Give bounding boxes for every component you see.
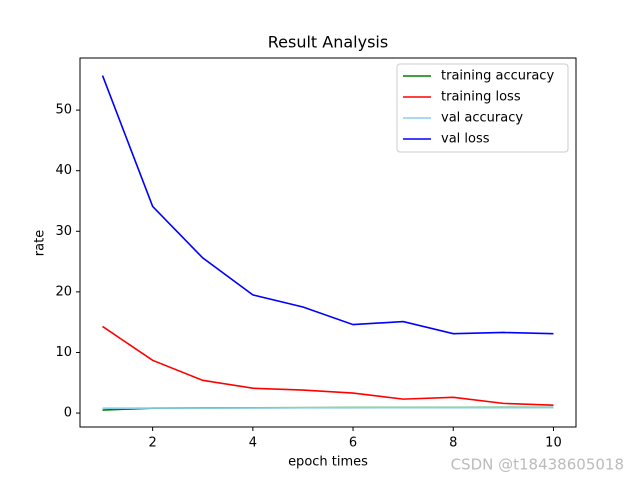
y-tick-label: 50 [55, 103, 72, 118]
y-tick-label: 10 [55, 345, 72, 360]
series-line [102, 406, 554, 410]
legend-label: training loss [441, 90, 521, 105]
x-tick-label: 2 [149, 436, 157, 451]
x-tick-label: 10 [545, 436, 562, 451]
y-tick-label: 20 [55, 284, 72, 299]
plot-frame [79, 57, 577, 428]
series-line [102, 325, 554, 406]
watermark: CSDN @t18438605018 [451, 456, 624, 474]
legend-box [396, 63, 569, 153]
legend-label: val accuracy [441, 111, 523, 126]
y-axis-label: rate [33, 230, 48, 256]
legend-label: val loss [441, 132, 490, 147]
legend-label: training accuracy [441, 69, 554, 84]
y-tick-label: 40 [55, 163, 72, 178]
y-tick-label: 0 [64, 406, 72, 421]
chart-title: Result Analysis [268, 33, 388, 52]
x-axis-label: epoch times [288, 455, 368, 470]
series-line [101, 75, 554, 335]
y-tick-label: 30 [55, 224, 72, 239]
x-tick-label: 4 [249, 436, 257, 451]
x-tick-label: 6 [349, 436, 357, 451]
x-tick-label: 8 [449, 436, 457, 451]
